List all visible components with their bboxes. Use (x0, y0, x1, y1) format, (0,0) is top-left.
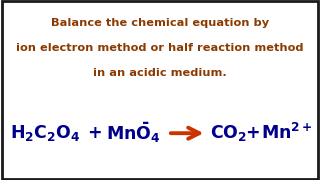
Text: ion electron method or half reaction method: ion electron method or half reaction met… (16, 43, 304, 53)
Text: $\mathbf{CO_2}$: $\mathbf{CO_2}$ (210, 123, 247, 143)
Text: $\mathbf{H_2C_2O_4}$: $\mathbf{H_2C_2O_4}$ (10, 123, 80, 143)
Text: $\mathbf{Mn\bar{O}_4}$: $\mathbf{Mn\bar{O}_4}$ (106, 121, 160, 145)
Text: $\mathbf{+}$: $\mathbf{+}$ (245, 124, 260, 142)
Text: $\mathbf{+}$: $\mathbf{+}$ (87, 124, 102, 142)
Text: $\mathbf{Mn^{2+}}$: $\mathbf{Mn^{2+}}$ (261, 123, 312, 143)
Text: in an acidic medium.: in an acidic medium. (93, 68, 227, 78)
Text: Balance the chemical equation by: Balance the chemical equation by (51, 18, 269, 28)
